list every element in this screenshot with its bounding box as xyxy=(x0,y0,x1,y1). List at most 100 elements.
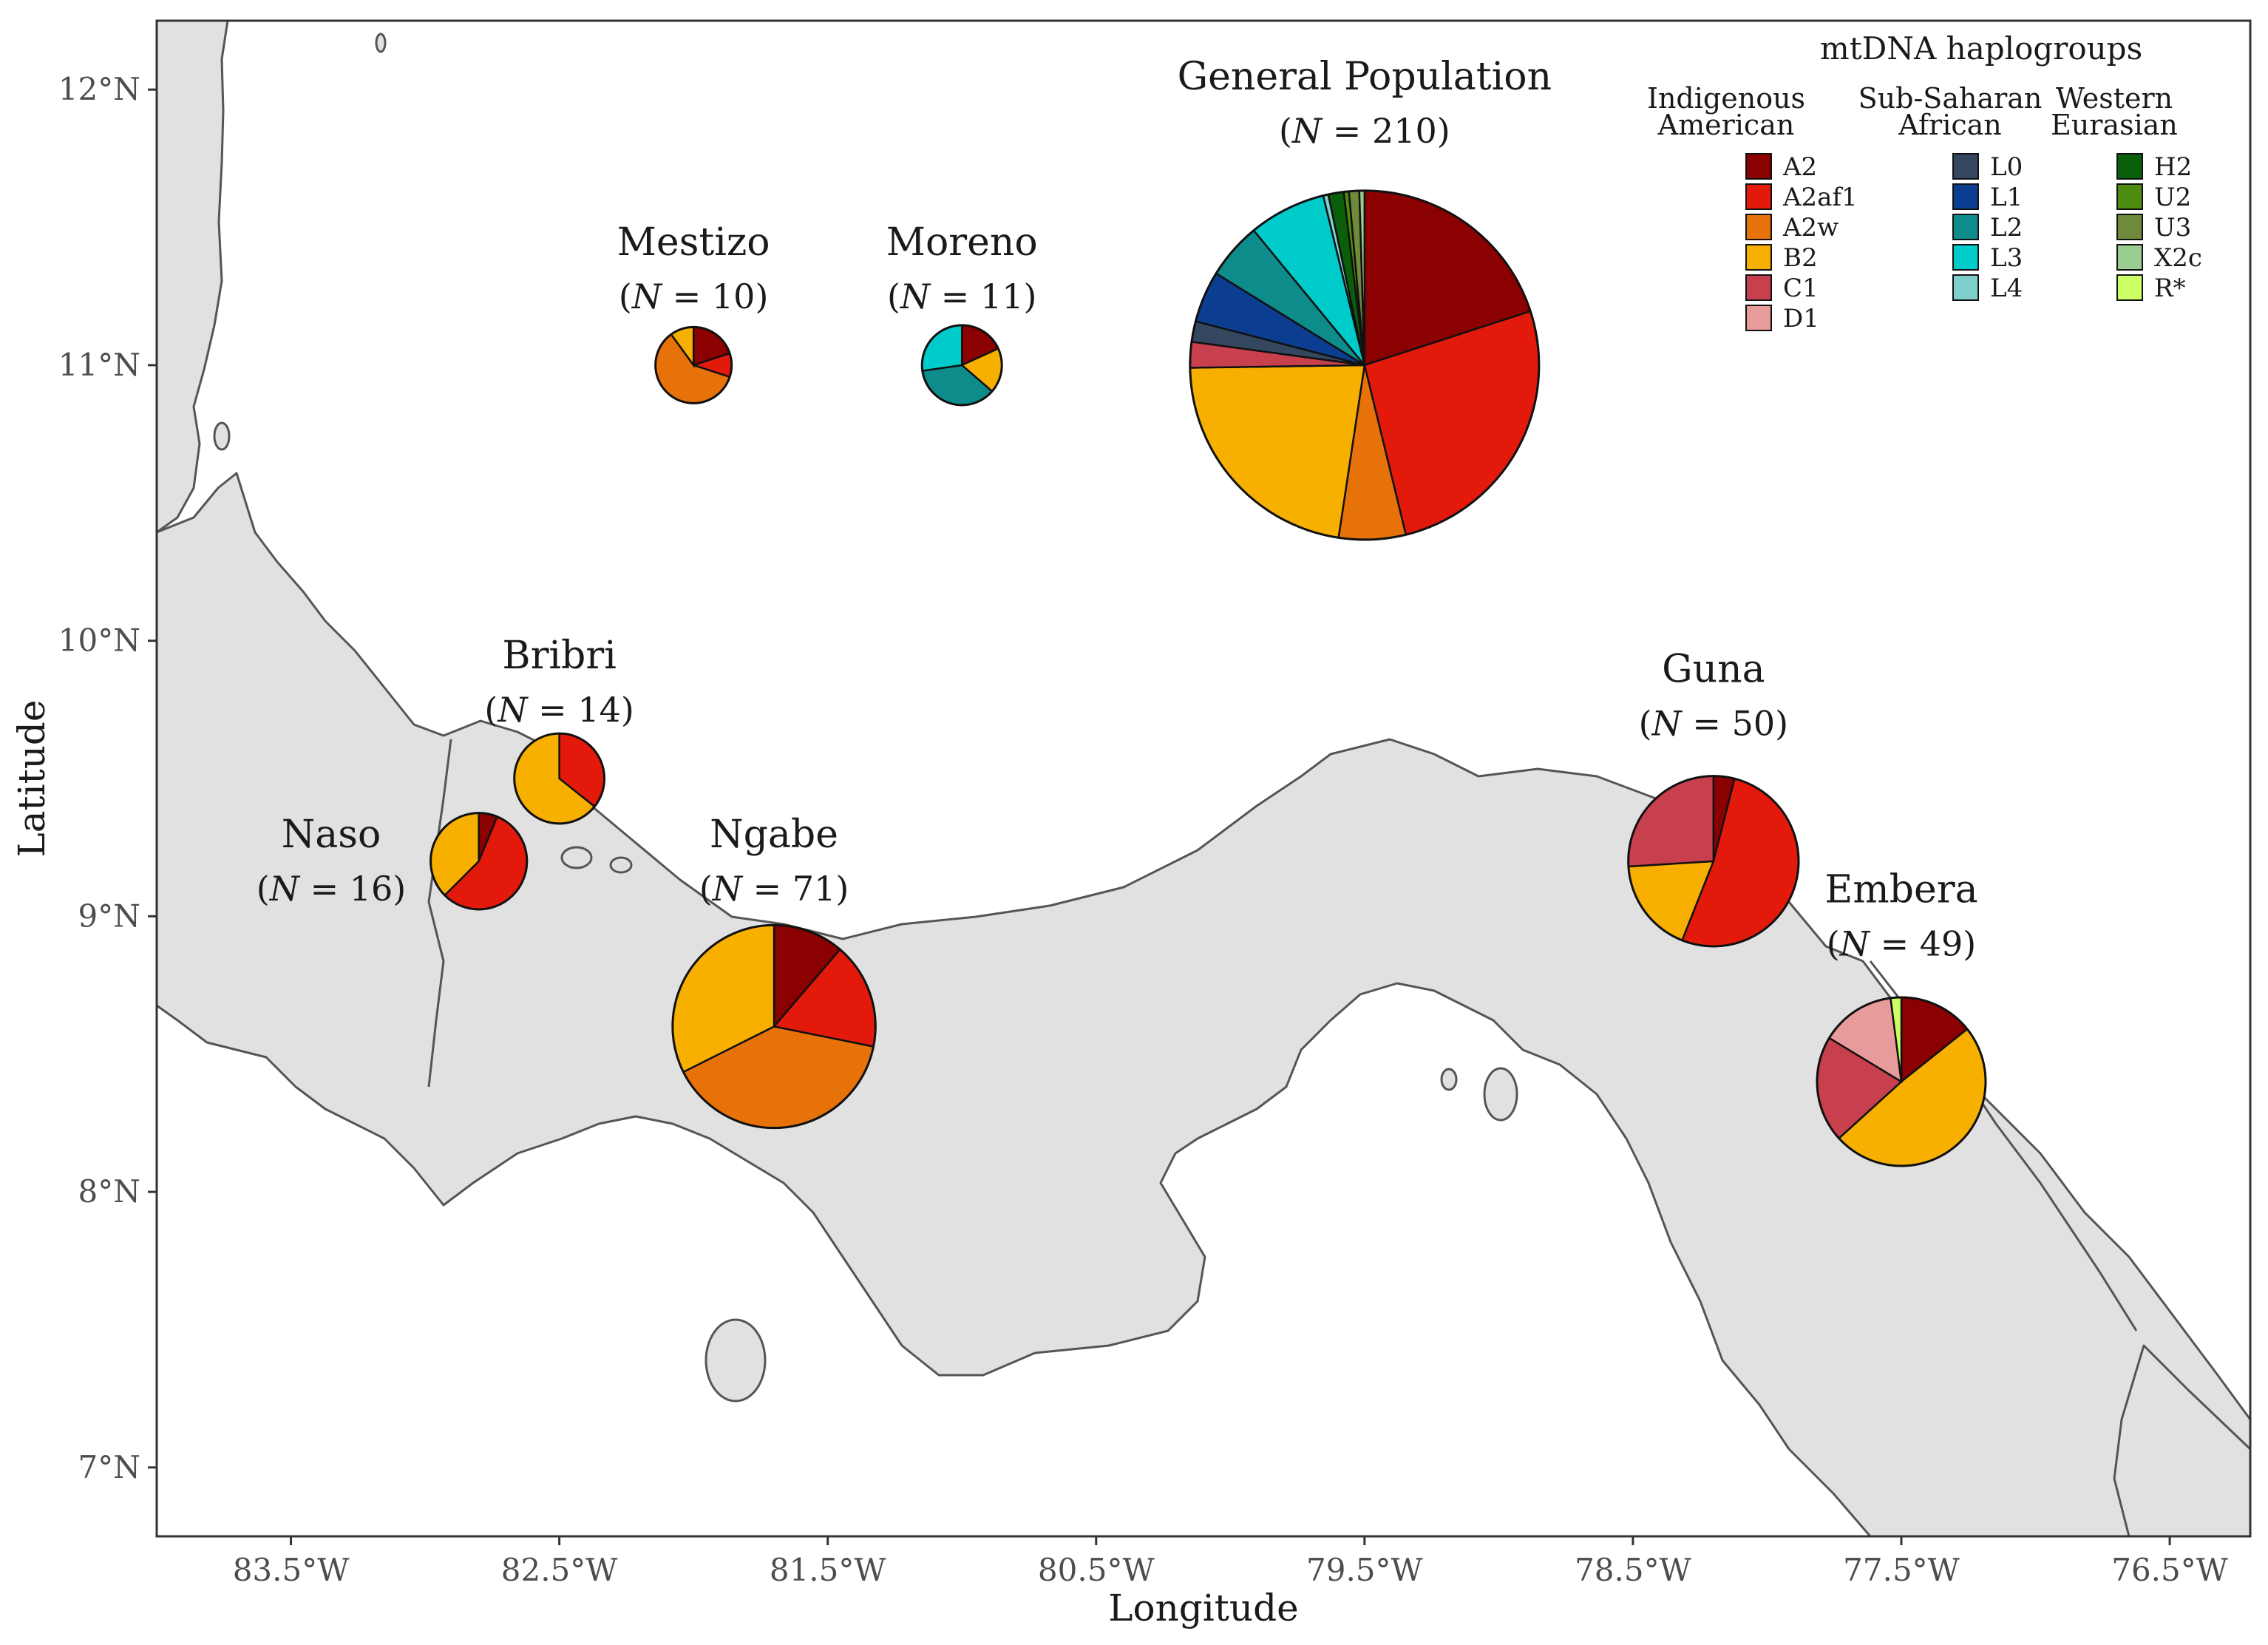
pie-outline xyxy=(430,812,529,911)
island-pearl xyxy=(1483,1067,1518,1122)
legend-label: D1 xyxy=(1783,304,1819,333)
population-n: (N = 49) xyxy=(1827,924,1977,964)
legend-swatch-D1 xyxy=(1745,305,1772,331)
legend-swatch-B2 xyxy=(1745,244,1772,271)
population-n: (N = 71) xyxy=(699,869,849,909)
island-pearl-2 xyxy=(1440,1068,1458,1091)
population-name: Moreno xyxy=(886,220,1038,265)
legend-swatch-R* xyxy=(2116,274,2143,301)
population-name: Bribri xyxy=(502,634,616,678)
legend-swatch-X2c xyxy=(2116,244,2143,271)
pie-outline xyxy=(1816,996,1987,1167)
legend-swatch-L3 xyxy=(1952,244,1979,271)
legend-group-heading: Indigenous xyxy=(1647,82,1805,115)
island-coiba xyxy=(704,1318,767,1403)
population-name: General Population xyxy=(1178,55,1552,99)
population-n: (N = 50) xyxy=(1639,704,1789,744)
population-name: Naso xyxy=(282,813,381,857)
island-nicaragua xyxy=(213,421,231,451)
legend-group-heading: Sub-Saharan xyxy=(1858,82,2043,115)
legend-group-heading-2: American xyxy=(1657,109,1795,141)
pie-moreno xyxy=(920,324,1003,407)
population-n-value: 49 xyxy=(1920,924,1963,964)
x-axis-title: Longitude xyxy=(1108,1587,1298,1629)
y-axis-title: Latitude xyxy=(10,700,53,858)
legend-label: X2c xyxy=(2154,243,2202,273)
x-tick-label: 82.5°W xyxy=(501,1552,619,1588)
legend-label: L0 xyxy=(1990,152,2023,182)
legend-swatch-U2 xyxy=(2116,183,2143,210)
island-bocas-2 xyxy=(609,856,633,874)
x-tick-label: 76.5°W xyxy=(2111,1552,2229,1588)
pie-guna xyxy=(1627,775,1800,948)
pie-outline xyxy=(1627,775,1800,948)
legend-swatch-L2 xyxy=(1952,214,1979,240)
land-nicaragua xyxy=(157,21,229,534)
legend-group-heading-2: Eurasian xyxy=(2051,109,2178,141)
pie-outline xyxy=(513,732,606,825)
border-cr-pa xyxy=(427,739,452,1088)
pie-outline xyxy=(1189,189,1541,541)
population-name: Mestizo xyxy=(617,220,770,265)
legend-group-heading-2: African xyxy=(1898,109,2002,141)
pie-general-population xyxy=(1189,189,1541,541)
island-caribbean xyxy=(375,33,387,53)
legend-label: C1 xyxy=(1783,274,1819,303)
pie-embera xyxy=(1816,996,1987,1167)
legend-title: mtDNA haplogroups xyxy=(1820,30,2142,67)
population-n: (N = 14) xyxy=(484,690,634,730)
population-n-value: 10 xyxy=(712,277,756,316)
legend-label: U2 xyxy=(2154,183,2191,212)
population-n: (N = 10) xyxy=(619,277,768,316)
population-n-value: 50 xyxy=(1732,704,1776,744)
pie-bribri xyxy=(513,732,606,825)
x-tick-label: 81.5°W xyxy=(770,1552,887,1588)
population-n: (N = 210) xyxy=(1279,111,1450,151)
population-n-value: 14 xyxy=(577,690,621,730)
pies-layer xyxy=(430,189,1987,1167)
y-tick-label: 9°N xyxy=(78,898,140,934)
population-n-value: 16 xyxy=(350,869,393,909)
legend-label: R* xyxy=(2154,274,2186,303)
population-n-value: 11 xyxy=(980,277,1024,316)
pie-ngabe xyxy=(671,923,877,1130)
legend-swatch-L1 xyxy=(1952,183,1979,210)
population-n: (N = 11) xyxy=(887,277,1037,316)
population-name: Embera xyxy=(1824,868,1977,912)
x-axis: 83.5°W 82.5°W 81.5°W 80.5°W 79.5°W 78.5°W 77.5… xyxy=(233,1536,2229,1588)
pie-mestizo xyxy=(654,325,733,404)
population-name: Ngabe xyxy=(710,813,838,857)
island-bocas xyxy=(560,846,593,869)
legend-group-heading: Western xyxy=(2056,82,2173,115)
y-tick-label: 8°N xyxy=(78,1173,140,1210)
pie-outline xyxy=(654,325,733,404)
pie-naso xyxy=(430,812,529,911)
x-tick-label: 77.5°W xyxy=(1843,1552,1960,1588)
legend-swatch-L4 xyxy=(1952,274,1979,301)
y-tick-label: 10°N xyxy=(58,623,140,659)
legend-label: A2w xyxy=(1782,213,1838,242)
legend-swatch-C1 xyxy=(1745,274,1772,301)
map-panel-border xyxy=(155,19,2252,1538)
y-axis: 7°N 8°N 9°N 10°N 11°N 12°N xyxy=(58,71,157,1485)
legend-label: L1 xyxy=(1990,183,2023,212)
y-tick-label: 11°N xyxy=(58,347,140,383)
legend-label: L3 xyxy=(1990,243,2023,273)
legend-label: L4 xyxy=(1990,274,2023,303)
legend-swatch-H2 xyxy=(2116,153,2143,180)
legend-label: H2 xyxy=(2154,152,2192,182)
population-n-value: 71 xyxy=(792,869,836,909)
x-tick-label: 79.5°W xyxy=(1306,1552,1424,1588)
legend-label: A2af1 xyxy=(1782,183,1858,212)
population-n: (N = 16) xyxy=(257,869,407,909)
landmass-layer xyxy=(157,21,2250,1536)
y-tick-label: 7°N xyxy=(78,1449,140,1485)
legend-label: U3 xyxy=(2154,213,2191,242)
legend-label: B2 xyxy=(1783,243,1818,273)
y-tick-label: 12°N xyxy=(58,71,140,107)
x-tick-label: 78.5°W xyxy=(1575,1552,1692,1588)
legend-swatch-A2af1 xyxy=(1745,183,1772,210)
legend-label: L2 xyxy=(1990,213,2023,242)
